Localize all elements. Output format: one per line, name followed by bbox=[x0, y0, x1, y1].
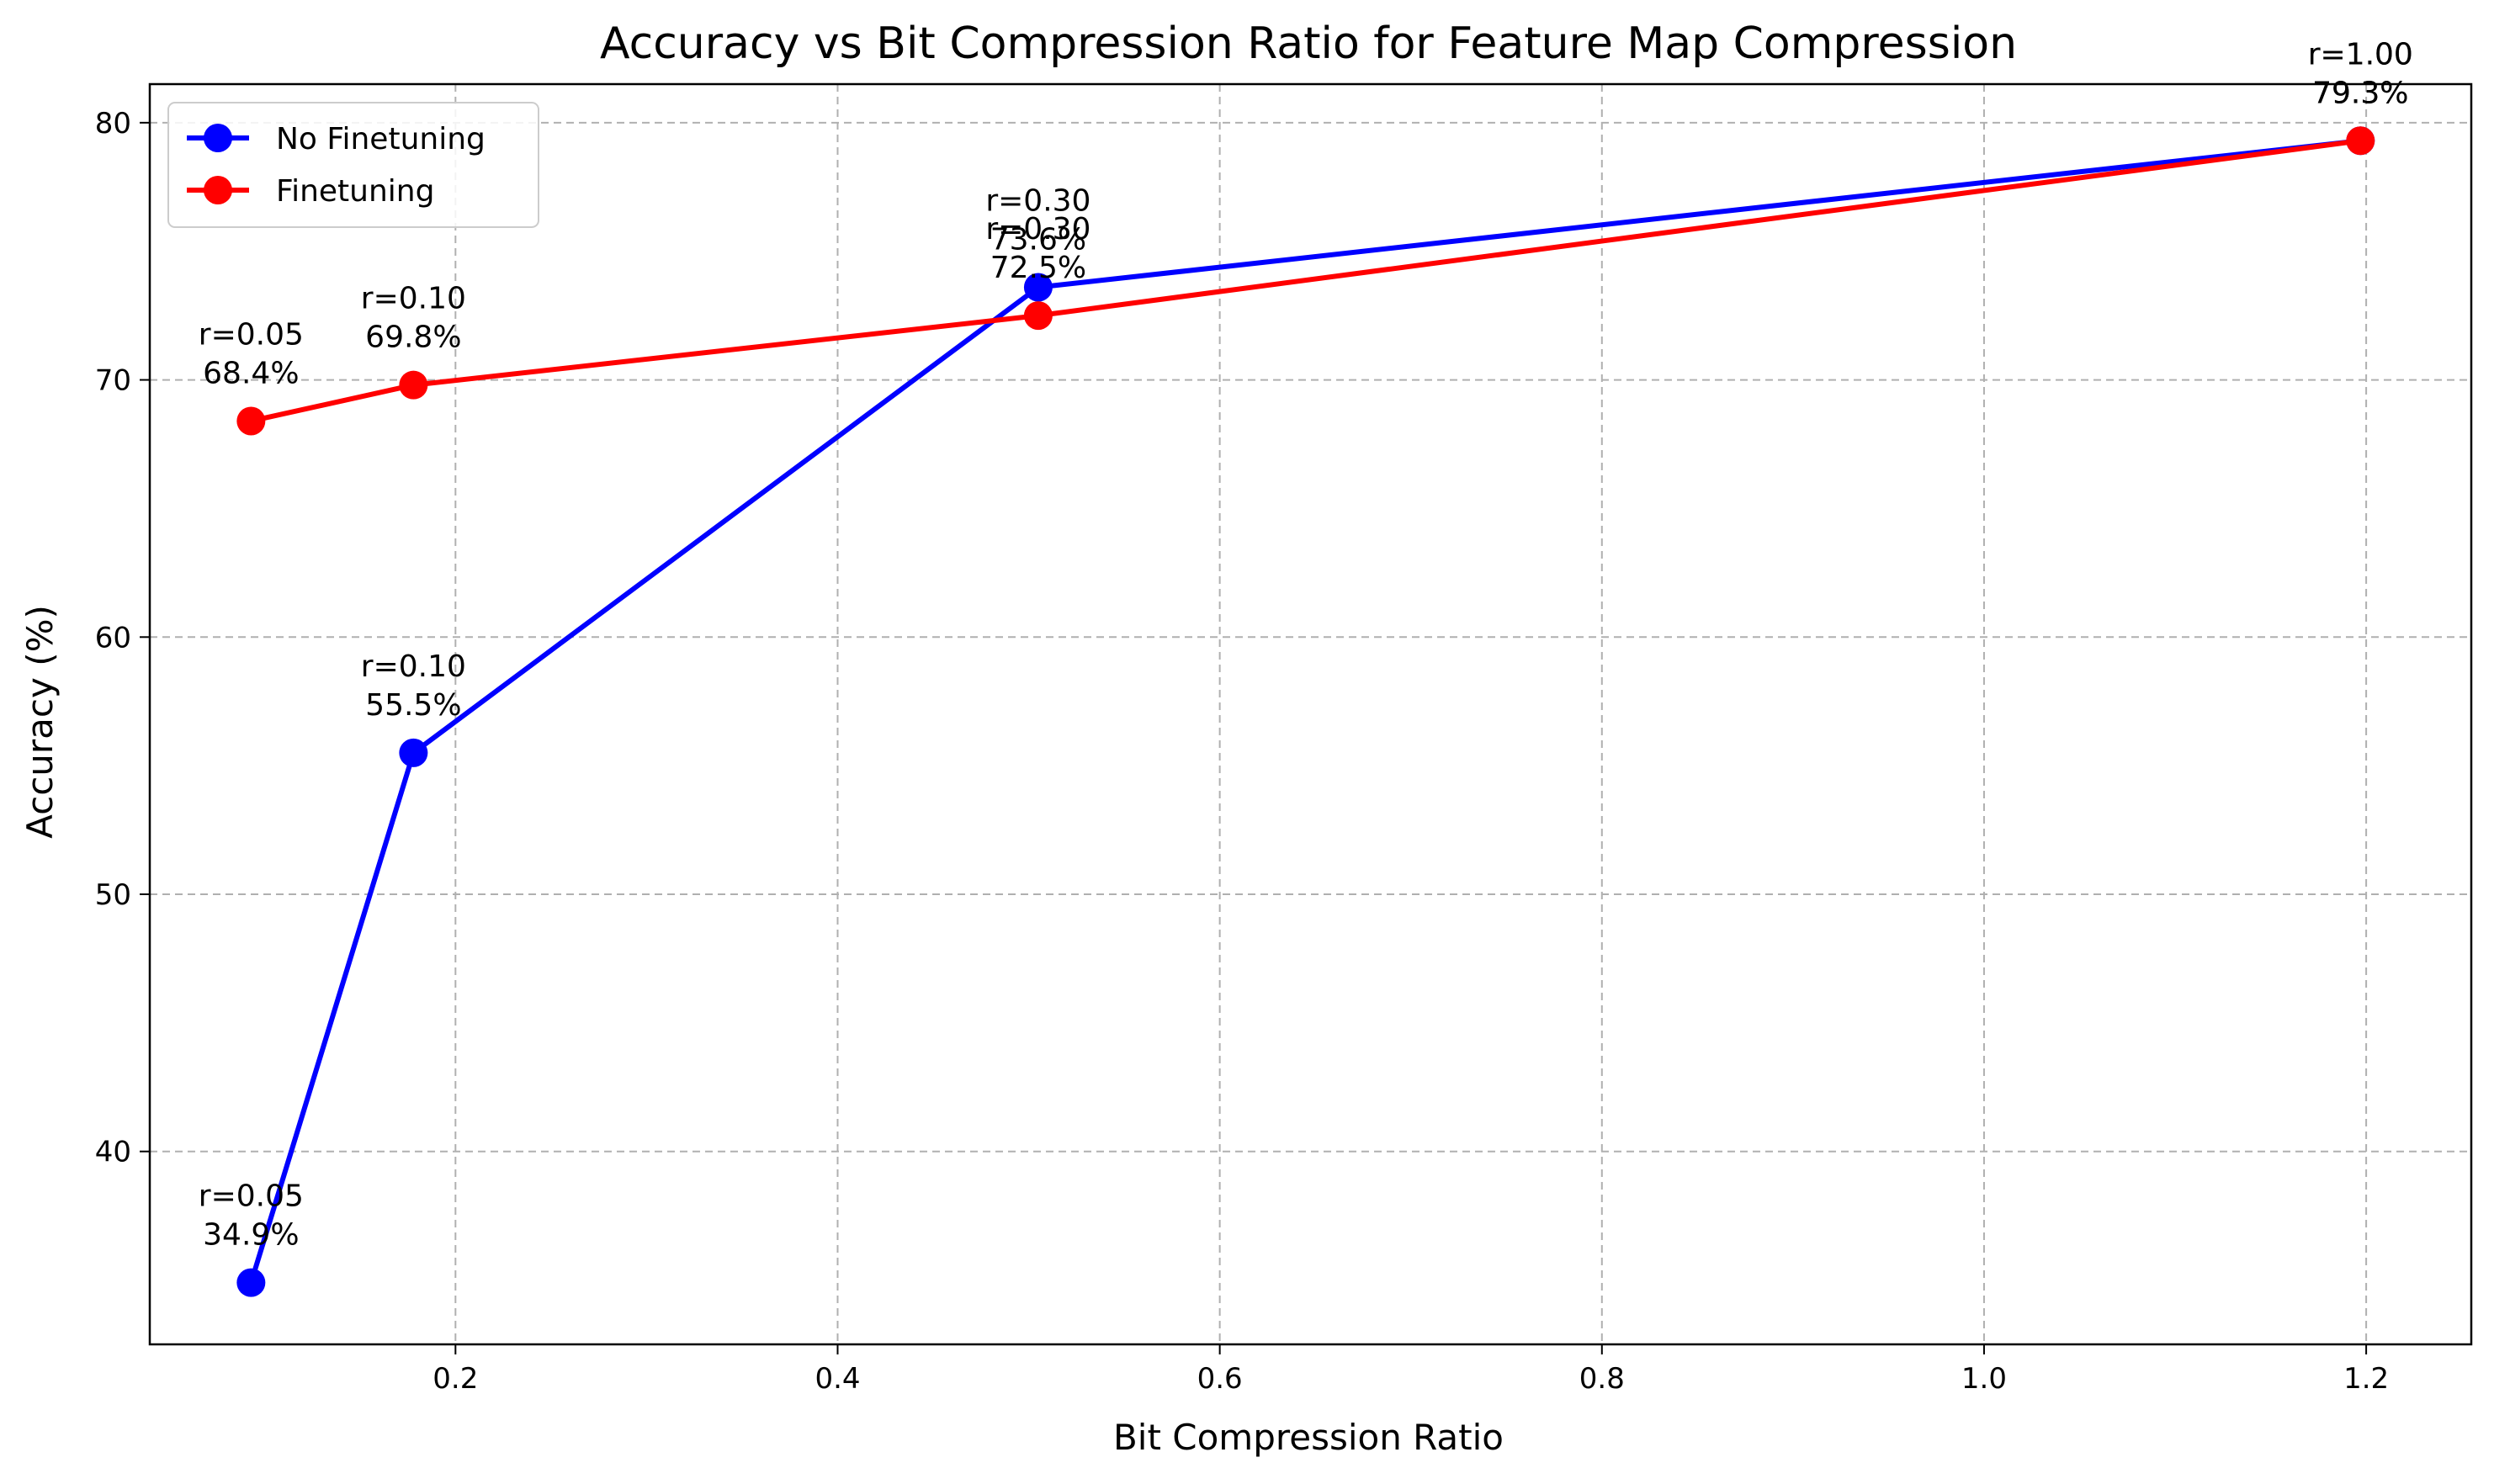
y-tick-label: 80 bbox=[95, 107, 131, 140]
y-tick-label: 40 bbox=[95, 1136, 131, 1169]
point-annotation-accuracy: 72.5% bbox=[990, 251, 1086, 285]
point-annotation-ratio: r=0.05 bbox=[199, 317, 304, 352]
y-axis-label: Accuracy (%) bbox=[19, 605, 61, 839]
point-annotation-accuracy: 55.5% bbox=[365, 688, 461, 723]
point-annotation-ratio: r=0.30 bbox=[985, 212, 1090, 246]
series-line bbox=[248, 138, 2364, 424]
point-annotation-ratio: r=0.05 bbox=[199, 1179, 304, 1214]
data-point bbox=[1023, 301, 1053, 331]
data-point bbox=[399, 738, 428, 767]
legend-label: No Finetuning bbox=[276, 122, 486, 156]
y-tick-label: 50 bbox=[95, 878, 131, 912]
plot-area-frame bbox=[148, 82, 2473, 1346]
data-point bbox=[236, 1268, 266, 1297]
legend-item: No Finetuning bbox=[187, 122, 486, 156]
axis-ticks: 0.2 0.4 0.6 0.8 1.0 1.2 40 50 60 70 80 bbox=[95, 107, 2389, 1396]
x-tick-label: 0.4 bbox=[815, 1362, 860, 1396]
point-annotation-ratio: r=0.10 bbox=[361, 649, 466, 684]
data-point bbox=[236, 406, 266, 436]
point-annotation-ratio: r=1.00 bbox=[2308, 37, 2413, 72]
legend-label: Finetuning bbox=[276, 174, 434, 209]
legend-item: Finetuning bbox=[187, 174, 434, 209]
point-annotation-ratio: r=1.00 bbox=[2308, 37, 2413, 72]
point-annotation-accuracy: 34.9% bbox=[203, 1218, 299, 1253]
chart-title: Accuracy vs Bit Compression Ratio for Fe… bbox=[600, 19, 2017, 69]
x-tick-label: 1.0 bbox=[1961, 1362, 2007, 1396]
y-tick-label: 60 bbox=[95, 621, 131, 655]
x-tick-label: 1.2 bbox=[2343, 1362, 2389, 1396]
y-tick-label: 70 bbox=[95, 364, 131, 398]
point-annotation-accuracy: 79.3% bbox=[2312, 76, 2408, 110]
series-finetuning bbox=[236, 126, 2375, 436]
point-annotations: r=0.0534.9%r=0.1055.5%r=0.3073.6%r=1.007… bbox=[199, 37, 2413, 1252]
point-annotation-accuracy: 79.3% bbox=[2312, 76, 2408, 110]
legend-marker bbox=[204, 124, 232, 152]
x-tick-label: 0.8 bbox=[1579, 1362, 1625, 1396]
point-annotation-accuracy: 73.6% bbox=[990, 223, 1086, 257]
series-line bbox=[248, 138, 2364, 1285]
data-point bbox=[2346, 126, 2375, 156]
legend-marker bbox=[204, 176, 232, 204]
x-tick-label: 0.6 bbox=[1197, 1362, 1243, 1396]
data-point bbox=[399, 370, 428, 400]
legend: No Finetuning Finetuning bbox=[167, 102, 539, 228]
data-point bbox=[1023, 273, 1053, 302]
point-annotation-ratio: r=0.30 bbox=[985, 184, 1090, 219]
point-annotation-accuracy: 68.4% bbox=[203, 356, 299, 390]
plot-series bbox=[236, 126, 2375, 1297]
point-annotation-ratio: r=0.10 bbox=[361, 282, 466, 316]
x-tick-label: 0.2 bbox=[432, 1362, 478, 1396]
x-axis-label: Bit Compression Ratio bbox=[1113, 1417, 1504, 1458]
legend-box bbox=[167, 102, 539, 228]
grid bbox=[150, 84, 2471, 1344]
point-annotation-accuracy: 69.8% bbox=[365, 321, 461, 355]
